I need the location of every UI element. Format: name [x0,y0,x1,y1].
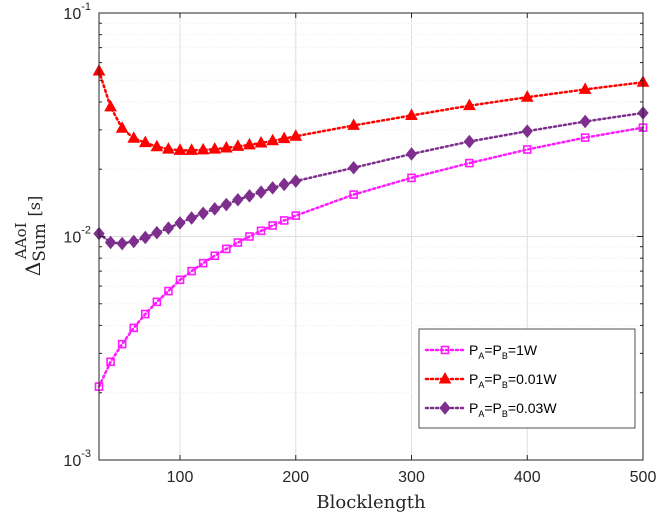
y-tick-label: 10-1 [63,1,91,23]
legend-entry-pink: PA=PB=1W [424,342,538,361]
y-axis-label-sup: AAoI [12,222,30,260]
data-point [150,139,164,152]
data-point [277,131,291,144]
data-point [185,211,198,225]
data-point [463,134,476,149]
data-point [106,357,115,367]
x-axis-label: Blocklength [316,492,426,513]
x-tick-label: 100 [167,469,194,486]
data-point [255,185,267,199]
data-point [209,202,221,216]
data-point [140,309,150,319]
legend-marker [438,371,452,384]
data-point [522,145,532,154]
data-point [162,142,175,154]
svg-text:ΔSumAAoI[s]: ΔSumAAoI [s] [12,196,50,277]
series-purple [93,106,649,251]
legend-entry-red: PA=PB=0.01W [424,371,557,390]
x-tick-label: 300 [398,469,425,486]
data-point [127,131,141,143]
data-point [174,216,186,230]
data-point [463,98,476,111]
data-point [578,82,592,94]
data-point [175,275,185,285]
data-point [243,137,256,150]
data-point [291,211,301,220]
data-point [405,108,418,120]
y-tick-label: 10-3 [63,448,91,470]
series-layer [92,63,650,391]
data-point [407,173,416,183]
legend-label: PA=PB=0.01W [469,371,557,390]
x-tick-label: 500 [630,469,657,486]
axis-ticks: 100 200 300 400 500 10-3 10-2 10-1 [63,1,656,486]
data-point [233,238,243,247]
legend-entry-purple: PA=PB=0.03W [424,400,557,419]
data-point [185,143,198,155]
data-point [173,143,187,155]
data-point [521,124,533,138]
x-tick-label: 400 [514,469,541,486]
legend-marker [439,401,451,415]
data-point [138,135,152,148]
series-pink [94,123,648,391]
data-point [116,236,128,251]
data-point [347,160,360,175]
data-point [405,147,418,161]
data-point [231,139,245,151]
data-point [129,323,139,333]
series-red [92,63,650,155]
data-point [290,174,302,188]
data-point [220,197,232,212]
grid [99,13,644,460]
data-point [520,90,534,102]
data-point [245,232,254,241]
y-axis-label-unit: [s] [25,196,44,217]
data-point [222,244,231,254]
data-point [162,221,175,235]
data-point [196,142,210,155]
data-point [580,133,590,142]
data-point [232,192,244,207]
data-point [208,142,222,154]
data-point [266,133,279,146]
legend: PA=PB=1W PA=PB=0.01W PA=PB=0.03W [418,328,636,429]
legend-marker [440,345,450,355]
data-point [243,189,256,203]
data-point [289,129,303,141]
data-point [279,216,289,225]
data-point [465,158,474,168]
y-axis-label-sub: Sum [30,223,50,262]
y-axis-label-base: Δ [21,262,45,276]
x-tick-label: 200 [282,469,309,486]
data-point [219,140,233,153]
data-point [256,226,266,236]
data-point [139,230,151,245]
data-point [197,206,209,221]
data-point [187,266,196,276]
data-point [254,135,268,148]
data-point [579,114,591,129]
legend-label: PA=PB=1W [469,342,538,361]
data-point [210,251,220,261]
y-tick-label: 10-2 [63,225,91,247]
data-point [104,99,117,112]
data-point [198,258,208,268]
data-point [349,190,358,199]
legend-label: PA=PB=0.03W [469,400,557,419]
data-point [278,177,290,192]
series-line [97,126,645,388]
data-point [266,181,279,195]
data-point [151,225,163,240]
data-point [115,121,129,133]
data-point [117,339,127,349]
data-point [128,234,140,249]
data-point [268,221,277,230]
data-point [347,118,360,130]
data-point [152,297,162,307]
y-axis-label: ΔSumAAoI [s] [12,196,50,277]
data-point [104,235,117,250]
data-point [164,286,173,296]
